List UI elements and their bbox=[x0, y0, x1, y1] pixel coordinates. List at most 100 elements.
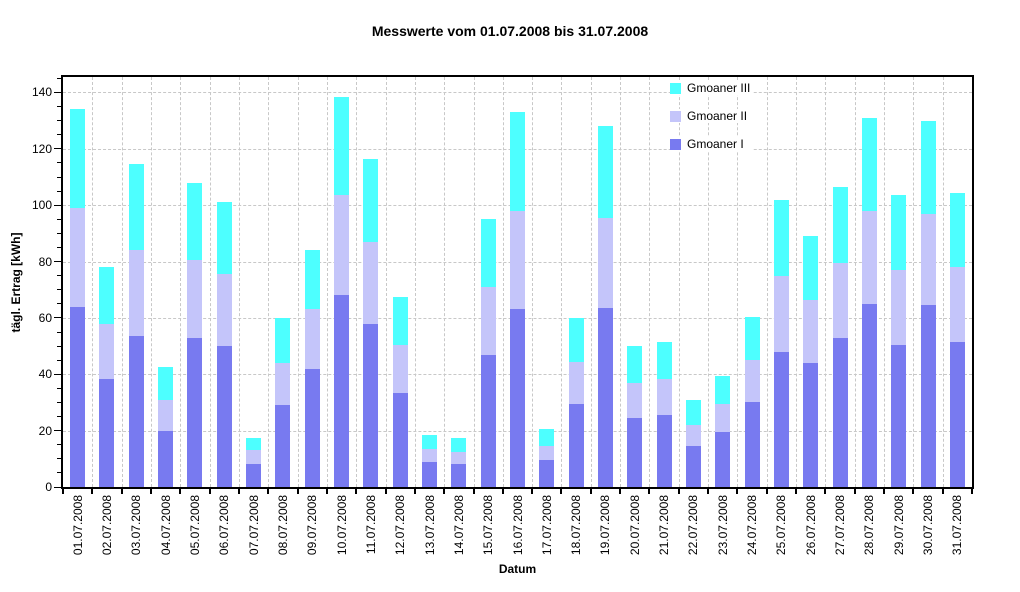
bar-segment-gmoaner-ii bbox=[510, 210, 525, 310]
bar-segment-gmoaner-iii bbox=[803, 236, 819, 300]
grid-line-vertical bbox=[121, 77, 123, 487]
x-axis-tick bbox=[384, 489, 387, 494]
x-axis-date-label: 09.07.2008 bbox=[305, 495, 320, 556]
x-axis-date-label: 23.07.2008 bbox=[715, 495, 730, 556]
x-axis-tick bbox=[443, 489, 446, 494]
x-axis-tick bbox=[472, 489, 475, 494]
x-axis-date-label: 13.07.2008 bbox=[422, 495, 437, 556]
x-axis-tick bbox=[648, 489, 651, 494]
x-axis-date-label: 21.07.2008 bbox=[657, 495, 672, 556]
x-axis-tick bbox=[267, 489, 270, 494]
x-axis-date-label: 07.07.2008 bbox=[246, 495, 261, 556]
x-axis-date-label: 16.07.2008 bbox=[510, 495, 525, 556]
bar-segment-gmoaner-ii bbox=[304, 309, 320, 369]
bar-segment-gmoaner-ii bbox=[949, 267, 965, 342]
y-axis-minor-tick bbox=[57, 232, 61, 234]
x-axis-tick bbox=[912, 489, 915, 494]
bar-segment-gmoaner-ii bbox=[861, 210, 877, 304]
y-axis-major-tick bbox=[54, 430, 61, 432]
bar-segment-gmoaner-iii bbox=[568, 317, 584, 362]
grid-line-vertical bbox=[708, 77, 710, 487]
bar-segment-gmoaner-i bbox=[803, 363, 819, 487]
bar-segment-gmoaner-iii bbox=[861, 117, 877, 211]
x-axis-date-label: 15.07.2008 bbox=[481, 495, 496, 556]
grid-line-vertical bbox=[414, 77, 416, 487]
bar-segment-gmoaner-ii bbox=[216, 274, 232, 347]
bar-segment-gmoaner-i bbox=[597, 308, 613, 487]
x-axis-tick bbox=[208, 489, 211, 494]
x-axis-tick bbox=[237, 489, 240, 494]
grid-line-vertical bbox=[356, 77, 358, 487]
bar-segment-gmoaner-ii bbox=[627, 382, 643, 418]
grid-line-vertical bbox=[238, 77, 240, 487]
x-axis-tick bbox=[795, 489, 798, 494]
bar-segment-gmoaner-ii bbox=[891, 270, 907, 345]
y-axis-minor-tick bbox=[57, 401, 61, 403]
x-axis-tick bbox=[883, 489, 886, 494]
bar-segment-gmoaner-i bbox=[539, 460, 555, 487]
grid-line-vertical bbox=[150, 77, 152, 487]
grid-line-vertical bbox=[532, 77, 534, 487]
x-axis-date-label: 03.07.2008 bbox=[129, 495, 144, 556]
bar-segment-gmoaner-iii bbox=[597, 126, 613, 218]
y-axis-major-tick bbox=[54, 317, 61, 319]
bar-segment-gmoaner-iii bbox=[216, 202, 232, 275]
y-axis-tick-label: 120 bbox=[31, 141, 52, 156]
grid-line-vertical bbox=[825, 77, 827, 487]
grid-line-vertical bbox=[209, 77, 211, 487]
y-axis-minor-tick bbox=[57, 134, 61, 136]
x-axis-date-label: 04.07.2008 bbox=[158, 495, 173, 556]
x-axis-tick bbox=[736, 489, 739, 494]
grid-line-vertical bbox=[385, 77, 387, 487]
grid-line-vertical bbox=[649, 77, 651, 487]
grid-line-vertical bbox=[444, 77, 446, 487]
bar-segment-gmoaner-i bbox=[70, 306, 86, 487]
bar-segment-gmoaner-iii bbox=[685, 399, 701, 425]
x-axis-tick bbox=[765, 489, 768, 494]
x-axis-date-label: 26.07.2008 bbox=[803, 495, 818, 556]
bar-segment-gmoaner-ii bbox=[275, 363, 291, 406]
x-axis-tick bbox=[941, 489, 944, 494]
x-axis-tick bbox=[62, 489, 64, 494]
grid-line-vertical bbox=[913, 77, 915, 487]
y-axis-major-tick bbox=[54, 486, 61, 488]
y-axis-tick-label: 140 bbox=[31, 85, 52, 100]
bar-segment-gmoaner-ii bbox=[363, 241, 379, 324]
y-axis-tick-label: 80 bbox=[38, 254, 52, 269]
x-axis-tick bbox=[91, 489, 94, 494]
x-axis-tick bbox=[149, 489, 152, 494]
bar-segment-gmoaner-ii bbox=[920, 213, 936, 306]
bar-segment-gmoaner-ii bbox=[246, 450, 262, 465]
bar-segment-gmoaner-iii bbox=[891, 195, 907, 271]
x-axis-date-label: 31.07.2008 bbox=[950, 495, 965, 556]
bar-segment-gmoaner-i bbox=[187, 337, 203, 487]
grid-line-vertical bbox=[620, 77, 622, 487]
x-axis-tick bbox=[560, 489, 563, 494]
bar-segment-gmoaner-iii bbox=[392, 296, 408, 345]
bar-segment-gmoaner-ii bbox=[334, 195, 350, 296]
bar-segment-gmoaner-iii bbox=[656, 341, 672, 379]
x-axis-tick bbox=[853, 489, 856, 494]
y-axis-minor-tick bbox=[57, 444, 61, 446]
bar-segment-gmoaner-i bbox=[363, 323, 379, 487]
bar-segment-gmoaner-i bbox=[128, 336, 144, 487]
y-axis-minor-tick bbox=[57, 176, 61, 178]
bar-segment-gmoaner-i bbox=[246, 464, 262, 487]
grid-line-vertical bbox=[590, 77, 592, 487]
bar-segment-gmoaner-i bbox=[773, 351, 789, 487]
x-axis-tick bbox=[531, 489, 534, 494]
bar-segment-gmoaner-i bbox=[656, 415, 672, 487]
y-axis-minor-tick bbox=[57, 345, 61, 347]
bar-segment-gmoaner-i bbox=[392, 392, 408, 487]
y-axis-major-tick bbox=[54, 91, 61, 93]
bar-segment-gmoaner-iii bbox=[773, 199, 789, 276]
bar-segment-gmoaner-ii bbox=[656, 378, 672, 416]
bar-segment-gmoaner-i bbox=[627, 417, 643, 487]
x-axis-title: Datum bbox=[498, 562, 537, 576]
bar-segment-gmoaner-iii bbox=[158, 367, 174, 400]
bar-segment-gmoaner-i bbox=[422, 461, 438, 487]
bar-segment-gmoaner-ii bbox=[99, 323, 115, 379]
grid-line-vertical bbox=[678, 77, 680, 487]
legend-item-gmoaner-ii: Gmoaner II bbox=[670, 109, 754, 123]
bar-segment-gmoaner-iii bbox=[70, 109, 86, 209]
